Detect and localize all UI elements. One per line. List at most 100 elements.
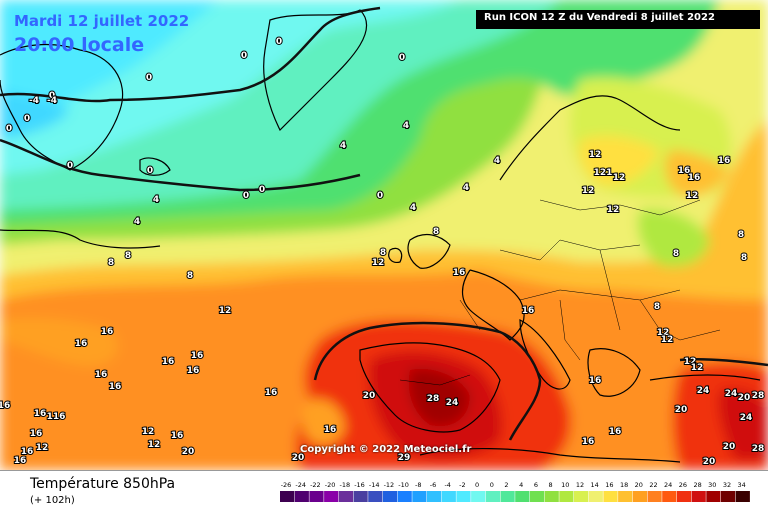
- legend-tick-label: -20: [325, 481, 336, 489]
- isotherm-value-label: 12: [686, 191, 699, 201]
- isotherm-value-label: 16: [589, 376, 602, 386]
- isotherm-value-label: 24: [740, 413, 753, 423]
- isotherm-value-label: 0: [241, 51, 247, 61]
- legend-color-swatch: [515, 491, 530, 502]
- model-run-label: Run ICON 12 Z du Vendredi 8 juillet 2022: [476, 10, 760, 29]
- isotherm-value-label: 4: [153, 195, 159, 205]
- isotherm-value-label: 16: [171, 431, 184, 441]
- isotherm-value-label: 12: [142, 427, 155, 437]
- isotherm-value-label: 28: [427, 394, 440, 404]
- legend-color-swatch: [500, 491, 515, 502]
- isotherm-value-label: 0: [49, 91, 55, 101]
- legend-color-swatch: [485, 491, 500, 502]
- legend-tick-label: 20: [635, 481, 643, 489]
- isotherm-value-label: 24: [446, 398, 459, 408]
- isotherm-value-label: 16: [14, 456, 27, 466]
- lead-time-label: (+ 102h): [30, 495, 75, 506]
- isotherm-value-label: 12: [372, 258, 385, 268]
- isotherm-value-label: 0: [276, 37, 282, 47]
- legend-color-swatch: [427, 491, 442, 502]
- legend-tick-label: -2: [459, 481, 465, 489]
- legend-color-swatch: [294, 491, 309, 502]
- isotherm-value-label: 16: [678, 166, 691, 176]
- variable-title: Température 850hPa: [30, 476, 176, 492]
- isotherm-value-label: 8: [673, 249, 679, 259]
- isotherm-value-label: 12: [582, 186, 595, 196]
- legend-tick-label: 6: [534, 481, 538, 489]
- legend-tick-label: -18: [339, 481, 350, 489]
- isotherm-value-label: 28: [752, 391, 765, 401]
- legend-color-swatch: [574, 491, 589, 502]
- legend-tick-label: 24: [664, 481, 672, 489]
- isotherm-value-label: 20: [703, 457, 716, 467]
- legend-color-swatch: [382, 491, 398, 502]
- legend-tick-label: 30: [708, 481, 716, 489]
- isotherm-value-label: 16: [191, 351, 204, 361]
- color-legend: -26 -24 -22 -20 -18 -16 -14 -12 -10 -8 -6 -4 -2 0 0 2 4 6…: [280, 480, 760, 514]
- legend-tick-label: 0: [490, 481, 494, 489]
- legend-color-swatch: [691, 491, 706, 502]
- isotherm-value-label: 4: [494, 156, 500, 166]
- isotherm-contours: [0, 6, 768, 441]
- isotherm-value-label: 8: [125, 251, 131, 261]
- isotherm-value-label: 16: [187, 366, 200, 376]
- legend-color-swatch: [676, 491, 692, 502]
- isotherm-value-label: 4: [134, 217, 140, 227]
- isotherm-value-label: 24: [697, 386, 710, 396]
- isotherm-value-label: 28: [752, 444, 765, 454]
- isotherm-value-label: 4: [340, 141, 346, 151]
- isotherm-value-label: 0: [146, 73, 152, 83]
- legend-color-swatch: [603, 491, 618, 502]
- isotherm-value-label: 8: [433, 227, 439, 237]
- isotherm-value-label: -4: [29, 96, 39, 106]
- legend-color-swatch: [309, 491, 324, 502]
- legend-tick-label: -24: [295, 481, 306, 489]
- legend-color-swatch: [471, 491, 486, 502]
- legend-color-swatch: [529, 491, 545, 502]
- isotherm-value-label: 0: [259, 185, 265, 195]
- legend-color-swatch: [721, 491, 736, 502]
- isotherm-value-label: 16: [718, 156, 731, 166]
- isotherm-value-label: 8: [380, 248, 386, 258]
- legend-color-swatch: [324, 491, 339, 502]
- legend-tick-label: 22: [649, 481, 657, 489]
- legend-color-swatch: [559, 491, 574, 502]
- legend-tick-label: -10: [398, 481, 409, 489]
- legend-tick-label: -22: [310, 481, 321, 489]
- valid-time-label: 20:00 locale: [14, 34, 145, 56]
- isotherm-value-label: 16: [688, 173, 701, 183]
- legend-tick-label: -12: [384, 481, 395, 489]
- isotherm-value-label: 16: [30, 429, 43, 439]
- legend-tick-label: -26: [281, 481, 292, 489]
- isotherm-value-label: 20: [363, 391, 376, 401]
- isotherm-value-label: 20: [675, 405, 688, 415]
- coastlines: [0, 9, 761, 463]
- isotherm-value-label: 4: [410, 203, 416, 213]
- country-borders: [399, 199, 721, 386]
- legend-tick-label: 28: [693, 481, 701, 489]
- isotherm-value-label: 12: [219, 306, 232, 316]
- legend-color-swatch: [397, 491, 412, 502]
- isotherm-value-label: 16: [101, 327, 114, 337]
- legend-color-swatch: [368, 491, 383, 502]
- legend-tick-label: 18: [620, 481, 628, 489]
- isotherm-value-label: 12: [691, 363, 704, 373]
- isotherm-value-label: 12: [607, 205, 620, 215]
- isotherm-value-label: 12: [613, 173, 626, 183]
- isotherm-value-label: 0: [377, 191, 383, 201]
- isotherm-value-label: 20: [738, 393, 751, 403]
- legend-tick-label: -6: [430, 481, 436, 489]
- temperature-field: [0, 0, 768, 470]
- legend-color-swatch: [735, 491, 750, 502]
- legend-color-swatch: [632, 491, 647, 502]
- isotherm-value-label: 16: [162, 357, 175, 367]
- legend-tick-label: 0: [475, 481, 479, 489]
- copyright-text: Copyright © 2022 Meteociel.fr: [300, 444, 472, 455]
- legend-color-swatch: [588, 491, 603, 502]
- legend-color-swatch: [662, 491, 677, 502]
- legend-color-swatch: [353, 491, 368, 502]
- isotherm-value-label: 24: [725, 389, 738, 399]
- legend-color-swatch: [706, 491, 721, 502]
- isotherm-value-label: 16: [324, 425, 337, 435]
- isotherm-value-label: 16: [0, 401, 10, 411]
